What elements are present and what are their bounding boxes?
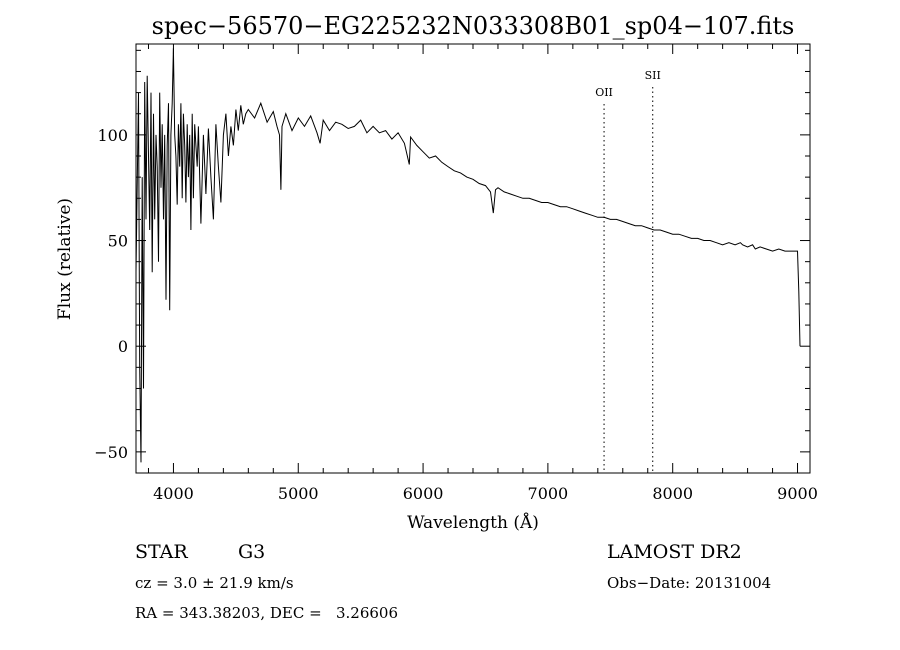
x-tick-label: 5000 [278,484,319,503]
y-tick-label: 100 [97,126,128,145]
x-tick-label: 9000 [777,484,818,503]
coordinates-text: RA = 343.38203, DEC = 3.26606 [135,604,399,622]
plot-frame [135,43,811,474]
annotation-label: SII [645,69,661,82]
y-axis-label: Flux (relative) [55,198,75,320]
x-tick-label: 8000 [652,484,693,503]
survey-name: LAMOST DR2 [607,541,742,563]
axis-ticks: 4000 5000 6000 7000 8000 9000 −50 0 50 100 [94,44,818,503]
y-tick-label: 0 [118,337,128,356]
chart-title: spec−56570−EG225232N033308B01_sp04−107.f… [152,12,795,40]
y-tick-label: 50 [108,232,128,251]
object-class: STAR [135,541,188,563]
x-tick-label: 6000 [403,484,444,503]
subclass: G3 [238,541,266,563]
annotation-label: OII [595,86,613,99]
x-axis-label: Wavelength (Å) [407,512,539,533]
spectrum-line [135,48,801,463]
redshift-text: cz = 3.0 ± 21.9 km/s [135,574,294,592]
obs-date-text: Obs−Date: 20131004 [607,574,772,592]
y-tick-label: −50 [94,443,128,462]
x-tick-label: 7000 [528,484,569,503]
line-annotations: OII SII [595,69,661,473]
x-tick-label: 4000 [153,484,194,503]
